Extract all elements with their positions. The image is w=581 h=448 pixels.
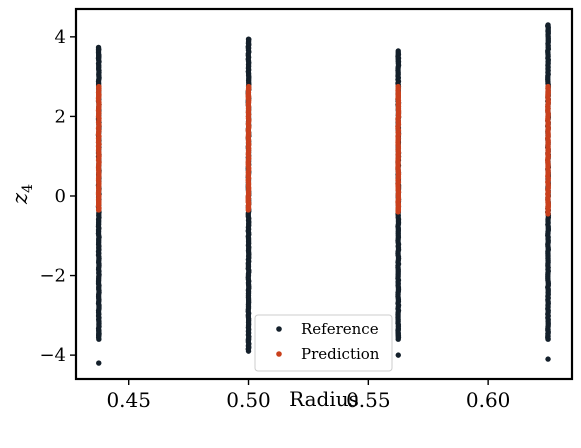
x-axis-title: Radius — [289, 387, 359, 411]
prediction-point — [395, 94, 401, 100]
reference-point — [395, 55, 401, 62]
reference-point — [245, 44, 252, 51]
legend-marker-reference — [276, 326, 282, 332]
reference-point — [395, 330, 401, 337]
plot-frame — [74, 7, 574, 381]
reference-point — [96, 332, 102, 339]
prediction-point — [96, 207, 102, 213]
y-tick-label: 0 — [55, 186, 66, 207]
y-axis-ticks: −4 −2 0 2 4 — [39, 27, 76, 366]
x-tick-label: 0.45 — [106, 388, 151, 412]
reference-point — [245, 348, 252, 354]
prediction-point — [545, 205, 551, 212]
reference-point — [545, 333, 551, 340]
reference-point — [245, 336, 252, 342]
prediction-point — [245, 199, 252, 205]
reference-point — [545, 23, 551, 29]
x-tick-label: 0.50 — [226, 388, 271, 412]
reference-point — [395, 352, 401, 358]
legend-label-reference: Reference — [301, 320, 379, 338]
prediction-point — [245, 195, 252, 202]
prediction-point — [245, 93, 252, 100]
legend-label-prediction: Prediction — [301, 345, 380, 363]
y-tick-label: 2 — [55, 106, 66, 127]
legend-marker-prediction — [276, 351, 282, 357]
prediction-point — [395, 205, 401, 211]
reference-point — [96, 360, 102, 366]
legend-box — [254, 314, 393, 372]
x-tick-label: 0.60 — [466, 388, 511, 412]
prediction-point — [545, 200, 551, 206]
prediction-point — [545, 84, 551, 91]
prediction-point — [96, 94, 102, 100]
y-tick-label: −4 — [39, 345, 66, 366]
prediction-point — [395, 198, 401, 204]
y-tick-label: 4 — [55, 27, 66, 48]
reference-point — [96, 55, 102, 61]
prediction-point — [545, 90, 551, 96]
y-tick-label: −2 — [39, 266, 66, 287]
x-tick-label: 0.55 — [346, 388, 391, 412]
prediction-point — [96, 200, 102, 207]
prediction-point — [245, 86, 252, 92]
reference-point — [545, 356, 551, 362]
reference-points — [95, 22, 552, 366]
prediction-point — [96, 85, 102, 91]
prediction-point — [245, 205, 252, 211]
prediction-points — [95, 83, 552, 217]
legend: Reference Prediction — [254, 314, 393, 372]
reference-point — [545, 28, 551, 35]
y-axis-title: z4 — [8, 184, 36, 205]
reference-point — [245, 36, 252, 42]
reference-point — [245, 40, 252, 47]
prediction-point — [395, 83, 401, 90]
reference-point — [545, 326, 551, 333]
reference-point — [96, 46, 102, 53]
x-axis-ticks: 0.45 0.50 0.55 0.60 — [106, 379, 510, 412]
